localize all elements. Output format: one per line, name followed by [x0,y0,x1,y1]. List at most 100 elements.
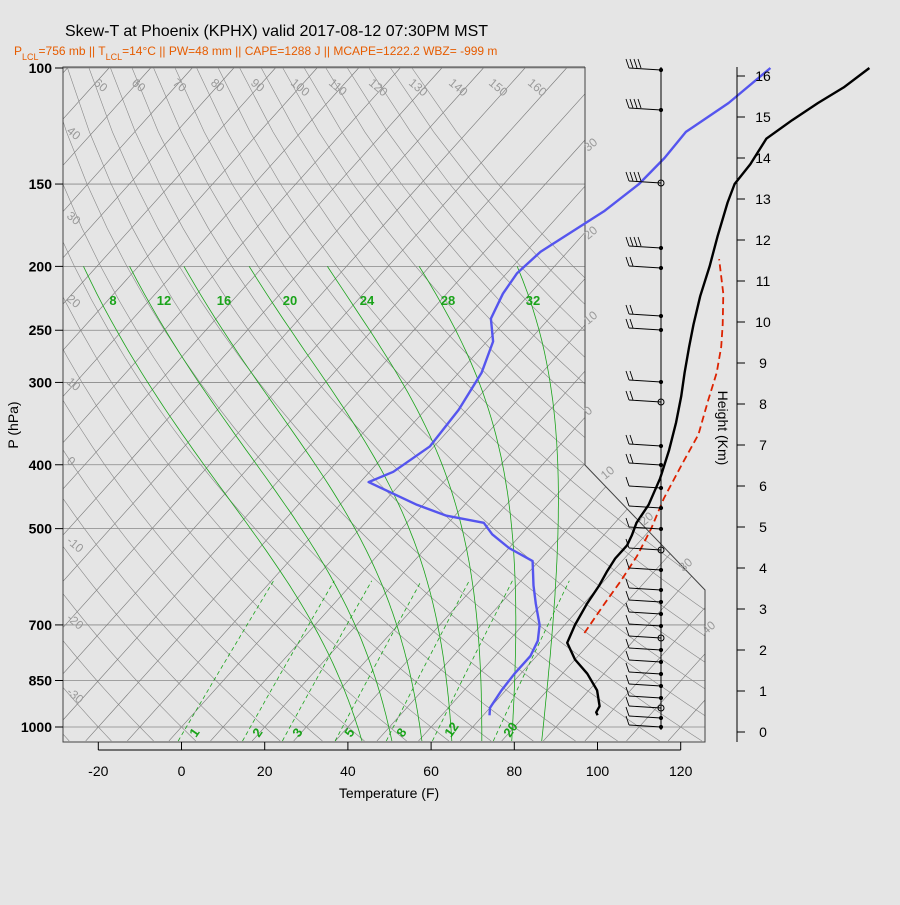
isotherm-line [169,68,775,741]
isotherm-label: 60 [129,76,148,96]
height-tick-label: 14 [755,150,771,166]
y-tick-label: 200 [29,258,53,274]
wind-barb [629,660,661,662]
wind-barb-feather [626,675,629,684]
wind-barb-feather [626,559,629,568]
dry-adiabat [89,68,660,741]
isotherm-label: -30 [64,685,87,707]
moist-adiabat-label: 28 [441,293,455,308]
isotherm-line [0,68,234,741]
x-tick-label: 20 [257,763,273,779]
isotherm-line [0,68,442,741]
wind-barb-feather [626,59,629,68]
dry-adiabat [283,68,900,741]
isotherm-label: 20 [581,223,600,243]
y-axis-title: P (hPa) [5,401,21,448]
wind-barb-feather [626,603,629,612]
moist-adiabat [249,266,452,741]
wind-barb [629,400,661,402]
dry-adiabat [0,68,238,741]
wind-barb [629,684,661,686]
dry-adiabat [0,68,280,741]
moist-adiabat-label: 32 [526,293,540,308]
x-tick-label: 0 [178,763,186,779]
wind-barb-feather [626,454,629,463]
dry-adiabat [391,68,900,741]
wind-barb-feather [626,305,629,314]
dry-adiabat [326,68,900,741]
wind-barb-feather [630,305,633,314]
wind-barb [629,588,661,590]
height-tick-label: 16 [755,68,771,84]
wind-barb-feather [626,371,629,380]
wind-barb-feather [626,319,629,328]
isotherm-label: 0 [581,403,595,418]
wind-barb-feather [626,477,629,486]
isotherm-label: 40 [699,618,718,638]
wind-barb-feather [638,172,641,181]
isotherm-label: 160 [525,76,550,100]
mixing-ratio-lines [178,581,569,741]
dry-adiabat [197,68,871,741]
isotherm-line [668,68,900,741]
wind-barb-feather [626,663,629,672]
height-tick-label: 10 [755,314,771,330]
mixing-ratio-line [432,581,512,741]
isotherm-label: -20 [64,611,87,633]
wind-barb-feather [626,172,629,181]
isotherm-line [0,68,525,741]
wind-barb-feather [626,435,629,444]
wind-barb-feather [634,99,637,108]
wind-barb-feather [630,237,633,246]
dry-adiabat [46,68,576,741]
isotherm-label: 90 [248,76,267,96]
isotherm-line [0,68,483,741]
wind-barb [629,696,661,698]
wind-barb [629,463,661,465]
height-tick-label: 1 [759,683,767,699]
isotherm-line [127,68,733,741]
wind-barb [629,380,661,382]
x-tick-label: 40 [340,763,356,779]
dry-adiabat [412,68,900,741]
dry-adiabat [0,68,407,741]
wind-barb [629,636,661,638]
mixing-ratio-line [493,581,569,741]
dry-adiabat [3,68,491,741]
wind-barb-feather [626,99,629,108]
y-tick-label: 1000 [21,719,52,735]
wind-barb-feather [626,391,629,400]
wind-barb-feather [626,237,629,246]
wind-barb-feather [630,172,633,181]
isotherm-label: 10 [581,308,600,328]
wind-barb-feather [626,707,629,716]
height-tick-label: 11 [756,273,771,289]
wind-barb-feather [630,99,633,108]
wind-barb [629,328,661,330]
dry-adiabat [261,68,900,741]
chart-subtitle: PLCL=756 mb || TLCL=14°C || PW=48 mm || … [14,44,497,62]
wind-barb-feather [638,99,641,108]
height-tick-label: 12 [755,232,771,248]
height-tick-label: 9 [759,355,767,371]
height-tick-label: 5 [759,519,767,535]
x-tick-label: 60 [423,763,439,779]
isotherm-label: 110 [326,76,350,99]
height-tick-label: 13 [755,191,771,207]
series-dewpoint-line [369,68,771,715]
isotherm-line [0,68,359,741]
isotherm-line [0,68,192,741]
x-tick-label: 100 [586,763,610,779]
moist-adiabat-label: 12 [157,293,171,308]
height-tick-label: 0 [759,724,767,740]
dry-adiabat [304,68,900,741]
isotherm-line [44,68,650,741]
isotherm-line [751,68,900,741]
wind-barb [629,444,661,446]
moist-adiabat-label: 20 [283,293,297,308]
mixing-ratio-label: 12 [441,719,462,739]
wind-barb-feather [626,591,629,600]
